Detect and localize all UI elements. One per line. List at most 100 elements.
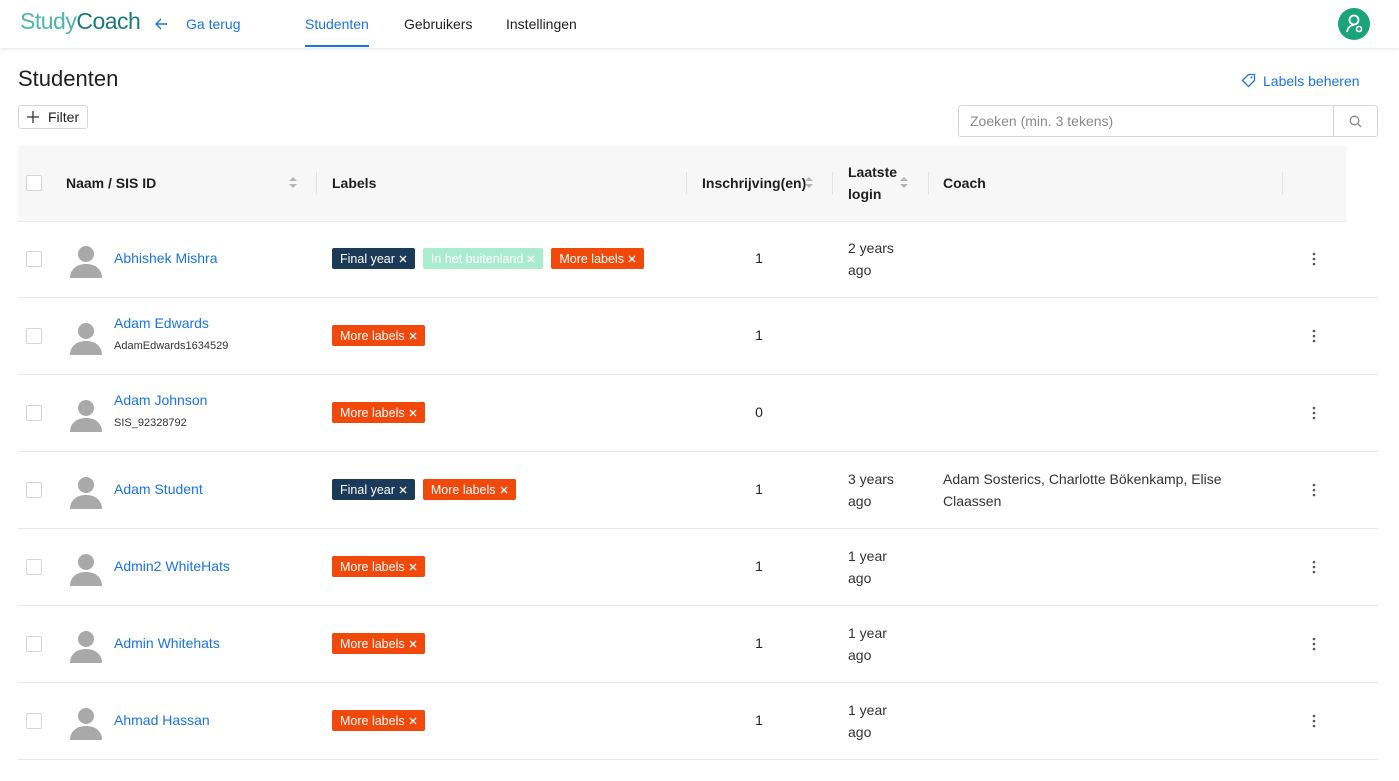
table-row: Admin Whitehats More labels 1 1 year ago	[18, 606, 1378, 683]
remove-label[interactable]	[409, 563, 417, 571]
nav-tab[interactable]: Studenten	[305, 16, 369, 47]
row-menu[interactable]	[1312, 483, 1316, 497]
labels: More labels	[332, 710, 433, 731]
search-box[interactable]: Zoeken (min. 3 tekens)	[958, 105, 1378, 137]
table-header	[18, 146, 1346, 222]
remove-label[interactable]	[409, 409, 417, 417]
avatar	[70, 631, 102, 663]
avatar	[70, 477, 102, 509]
column-header: Labels	[332, 175, 377, 191]
avatar	[70, 323, 102, 355]
tag-icon[interactable]	[1241, 73, 1256, 88]
row-menu[interactable]	[1312, 406, 1316, 420]
user-avatar[interactable]	[1338, 8, 1370, 40]
row-checkbox[interactable]	[26, 482, 42, 498]
student-name[interactable]: Abhishek Mishra	[114, 250, 218, 266]
avatar	[70, 708, 102, 740]
row-checkbox[interactable]	[26, 328, 42, 344]
nav-tab[interactable]: Instellingen	[506, 16, 577, 32]
column-divider	[1282, 172, 1283, 194]
label-text: More labels	[340, 328, 405, 343]
nav-tab[interactable]: Gebruikers	[404, 16, 473, 32]
avatar	[70, 400, 102, 432]
row-menu[interactable]	[1312, 560, 1316, 574]
labels: More labels	[332, 633, 433, 654]
remove-label[interactable]	[409, 332, 417, 340]
remove-label[interactable]	[409, 640, 417, 648]
labels: More labels	[332, 325, 433, 346]
last-login: 1 year ago	[848, 548, 887, 586]
logo-part: Study	[20, 8, 77, 34]
logo[interactable]: StudyCoach	[20, 8, 141, 35]
avatar	[70, 554, 102, 586]
coach: Adam Sosterics, Charlotte Bökenkamp, Eli…	[943, 471, 1222, 509]
label-tag: More labels	[551, 248, 644, 269]
table-row: Admin2 WhiteHats More labels 1 1 year ago	[18, 529, 1378, 606]
label-text: More labels	[559, 251, 624, 266]
remove-label[interactable]	[628, 255, 636, 263]
student-name[interactable]: Ahmad Hassan	[114, 712, 210, 728]
avatar	[70, 246, 102, 278]
column-divider	[928, 172, 929, 194]
student-name[interactable]: Adam Edwards	[114, 315, 209, 331]
student-name[interactable]: Adam Student	[114, 481, 203, 497]
row-menu[interactable]	[1312, 637, 1316, 651]
label-tag: More labels	[332, 402, 425, 423]
column-header: Laatste login	[848, 164, 898, 202]
label-tag: Final year	[332, 248, 415, 269]
column-header: Coach	[943, 175, 986, 191]
back-link[interactable]: Ga terug	[186, 16, 241, 32]
table-row: Adam Johnson SIS_92328792 More labels 0	[18, 375, 1378, 452]
label-tag: In het buitenland	[422, 248, 544, 269]
labels-link[interactable]: Labels beheren	[1263, 73, 1360, 89]
label-tag: More labels	[422, 479, 516, 500]
row-checkbox[interactable]	[26, 251, 42, 267]
filter-button[interactable]: Filter	[18, 105, 88, 129]
sort-icon[interactable]	[805, 177, 813, 188]
sis-id: SIS_92328792	[114, 417, 187, 429]
label-text: Final year	[340, 482, 395, 497]
table-row: Ahmad Hassan More labels 1 1 year ago	[18, 683, 1378, 760]
back-arrow[interactable]	[154, 17, 168, 31]
column-divider	[686, 172, 687, 194]
remove-label[interactable]	[500, 486, 508, 494]
sort-icon[interactable]	[289, 177, 297, 188]
filter-label: Filter	[48, 109, 80, 125]
column-header: Naam / SIS ID	[66, 175, 157, 191]
enrollments: 1	[755, 481, 763, 497]
labels: Final year In het buitenland More labels	[332, 248, 652, 269]
label-tag: More labels	[332, 325, 425, 346]
enrollments: 0	[755, 404, 763, 420]
row-menu[interactable]	[1312, 252, 1316, 266]
student-name[interactable]: Admin Whitehats	[114, 635, 220, 651]
label-text: More labels	[430, 482, 496, 497]
logo-part: Coach	[76, 8, 141, 34]
label-text: More labels	[340, 713, 405, 728]
remove-label[interactable]	[527, 255, 535, 263]
last-login: 1 year ago	[848, 702, 887, 740]
row-menu[interactable]	[1312, 329, 1316, 343]
student-name[interactable]: Admin2 WhiteHats	[114, 558, 230, 574]
page-title: Studenten	[18, 66, 119, 91]
column-header: Inschrijving(en)	[702, 175, 807, 191]
remove-label[interactable]	[409, 717, 417, 725]
last-login: 1 year ago	[848, 625, 887, 663]
row-menu[interactable]	[1312, 714, 1316, 728]
row-checkbox[interactable]	[26, 405, 42, 421]
sort-icon[interactable]	[900, 177, 908, 188]
label-tag: Final year	[332, 479, 415, 500]
row-checkbox[interactable]	[26, 559, 42, 575]
label-tag: More labels	[332, 633, 425, 654]
plus-icon	[27, 111, 39, 123]
row-checkbox[interactable]	[26, 713, 42, 729]
search-button[interactable]	[1333, 106, 1378, 136]
row-checkbox[interactable]	[26, 636, 42, 652]
enrollments: 1	[755, 327, 763, 343]
select-all-checkbox[interactable]	[26, 175, 42, 191]
label-tag: More labels	[332, 556, 425, 577]
remove-label[interactable]	[399, 255, 407, 263]
student-name[interactable]: Adam Johnson	[114, 392, 208, 408]
remove-label[interactable]	[399, 486, 407, 494]
